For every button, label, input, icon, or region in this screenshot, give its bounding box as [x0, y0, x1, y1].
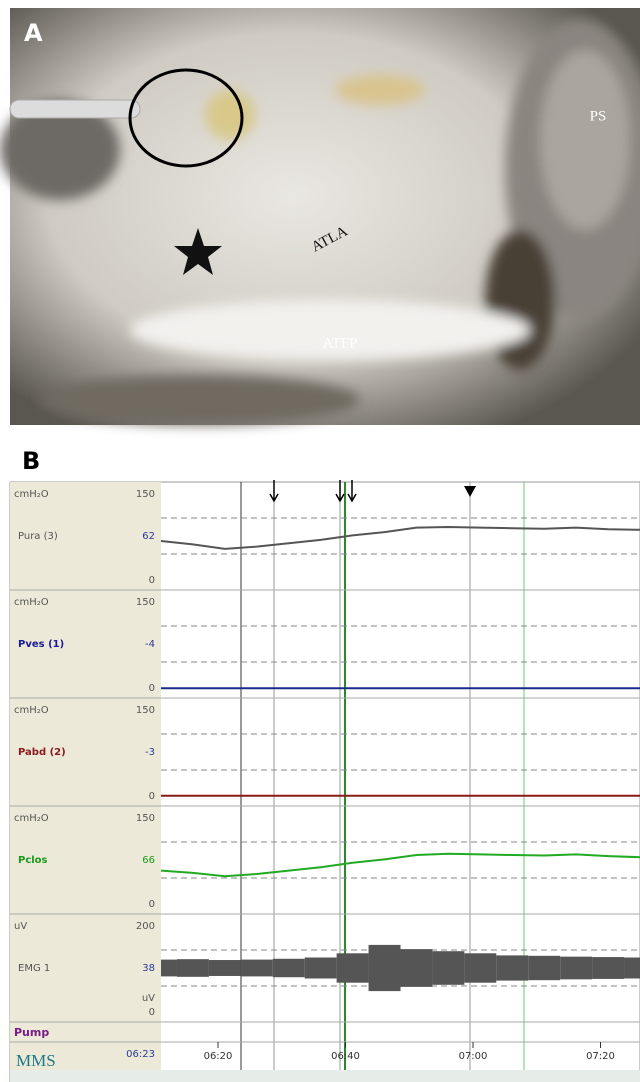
scale-max: 150: [136, 705, 155, 716]
reading: 62: [142, 531, 155, 542]
emg-band: [560, 957, 592, 980]
pump-label: Pump: [14, 1026, 49, 1039]
photo: [0, 8, 640, 425]
channel-name: Pabd (2): [18, 747, 66, 758]
time-label: 07:00: [459, 1051, 488, 1062]
recording: [10, 482, 640, 1082]
channel-name: Pves (1): [18, 639, 64, 650]
panel-label: A: [24, 19, 43, 47]
reading: -3: [145, 747, 155, 758]
emg-band: [528, 956, 560, 980]
emg-band: [464, 953, 496, 982]
emg-band: [241, 960, 273, 977]
clock: 06:23: [126, 1049, 155, 1060]
unit: uV: [14, 921, 27, 932]
emg-band: [432, 951, 464, 985]
annotation: PS: [590, 108, 607, 124]
logo: MMS: [16, 1051, 56, 1070]
scale-min: 0: [149, 899, 155, 910]
channel-name: Pclos: [18, 855, 48, 866]
emg-band: [161, 960, 177, 977]
unit: uV: [142, 993, 155, 1004]
page: {"panel_a": {"label": "A", "annotations"…: [0, 0, 640, 1082]
time-label: 07:20: [586, 1051, 615, 1062]
channel-name: Pura (3): [18, 531, 58, 542]
emg-band: [401, 949, 433, 987]
unit: cmH₂O: [14, 705, 49, 716]
scale-min: 0: [149, 683, 155, 694]
annotation: ATFP: [322, 335, 357, 351]
emg-band: [177, 959, 209, 977]
emg-band: [305, 958, 337, 979]
scale-max: 150: [136, 813, 155, 824]
panel-label: B: [22, 447, 40, 475]
unit: cmH₂O: [14, 597, 49, 608]
reading: 66: [142, 855, 155, 866]
reading: 38: [142, 963, 155, 974]
figure: AATLAATFPPSBcmH₂O1500Pura (3)62cmH₂O1500…: [0, 0, 640, 1082]
emg-band: [369, 945, 401, 991]
emg-band: [592, 957, 624, 979]
emg-band: [337, 953, 369, 982]
emg-band: [209, 960, 241, 976]
emg-band: [624, 958, 640, 979]
unit: cmH₂O: [14, 489, 49, 500]
scale-max: 200: [136, 921, 155, 932]
unit: cmH₂O: [14, 813, 49, 824]
scale-min: 0: [149, 575, 155, 586]
scale-max: 150: [136, 489, 155, 500]
emg-band: [273, 959, 305, 977]
time-label: 06:20: [204, 1051, 233, 1062]
scale-min: 0: [149, 791, 155, 802]
reading: -4: [145, 639, 155, 650]
emg-band: [496, 955, 528, 980]
scale-min: 0: [149, 1007, 155, 1018]
scale-max: 150: [136, 597, 155, 608]
channel-name: EMG 1: [18, 963, 50, 974]
time-label: 06:40: [331, 1051, 360, 1062]
